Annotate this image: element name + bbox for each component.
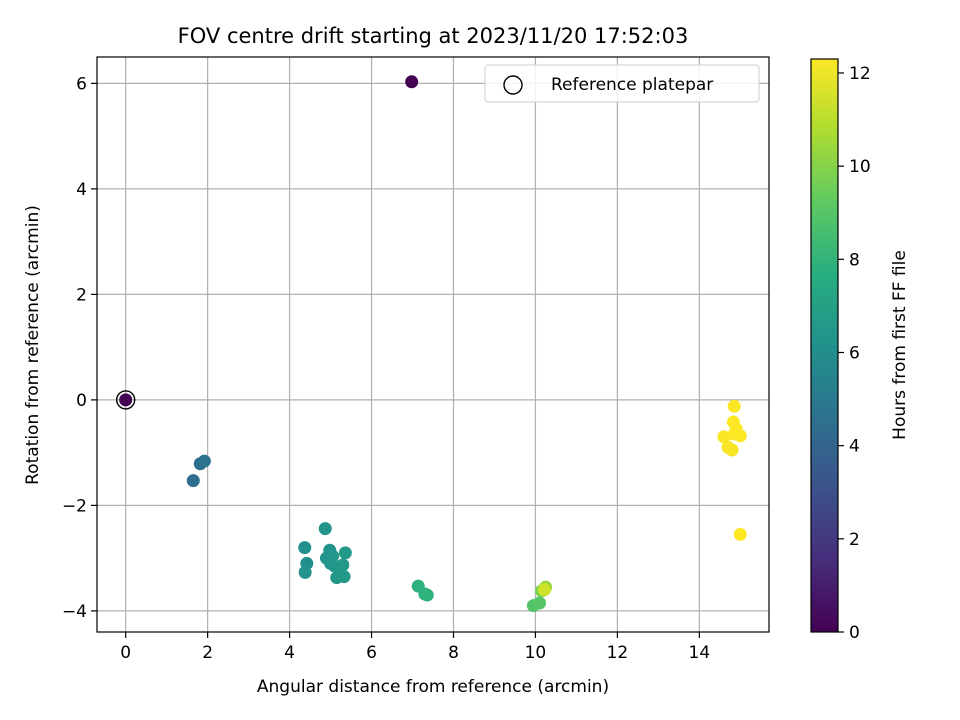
colorbar-tick-label: 0 bbox=[849, 623, 860, 643]
legend-box bbox=[484, 64, 760, 103]
data-point bbox=[727, 399, 741, 413]
x-tick-label: 14 bbox=[689, 643, 711, 663]
colorbar-tick-label: 10 bbox=[849, 157, 871, 177]
y-tick-label: 6 bbox=[76, 74, 87, 94]
data-point bbox=[725, 443, 739, 457]
data-point bbox=[533, 596, 547, 610]
grid bbox=[97, 57, 769, 632]
data-point bbox=[119, 393, 133, 407]
legend-marker bbox=[503, 75, 523, 95]
x-tick-label: 2 bbox=[202, 643, 213, 663]
data-point bbox=[326, 549, 340, 563]
data-point bbox=[318, 522, 332, 536]
colorbar: 0 2 4 6 8 10 12 Hours from first FF file bbox=[810, 58, 910, 643]
x-tick-label: 10 bbox=[525, 643, 547, 663]
data-point bbox=[186, 474, 200, 488]
colorbar-tick-label: 12 bbox=[849, 64, 871, 84]
y-tick-label: 0 bbox=[76, 391, 87, 411]
data-point bbox=[733, 429, 747, 443]
data-point bbox=[733, 527, 747, 541]
data-point bbox=[420, 588, 434, 602]
colorbar-label: Hours from first FF file bbox=[890, 250, 910, 440]
y-tick-label: 2 bbox=[76, 285, 87, 305]
data-point bbox=[298, 565, 312, 579]
legend: Reference platepar bbox=[484, 64, 760, 103]
x-tick-label: 0 bbox=[120, 643, 131, 663]
data-point bbox=[298, 541, 312, 555]
x-axis-ticks: 0 2 4 6 8 10 12 14 bbox=[120, 632, 710, 663]
colorbar-tick-label: 4 bbox=[849, 437, 860, 457]
legend-label: Reference platepar bbox=[551, 75, 713, 95]
x-tick-label: 4 bbox=[284, 643, 295, 663]
x-axis-label: Angular distance from reference (arcmin) bbox=[257, 677, 609, 697]
x-tick-label: 12 bbox=[607, 643, 629, 663]
y-axis-label: Rotation from reference (arcmin) bbox=[23, 205, 43, 485]
y-axis-ticks: −4 −2 0 2 4 6 bbox=[62, 74, 97, 622]
colorbar-tick-label: 8 bbox=[849, 250, 860, 270]
data-point bbox=[405, 75, 419, 89]
colorbar-gradient bbox=[810, 58, 839, 633]
data-point bbox=[337, 570, 351, 584]
data-points bbox=[119, 75, 747, 613]
colorbar-tick-label: 2 bbox=[849, 530, 860, 550]
x-tick-label: 6 bbox=[366, 643, 377, 663]
x-tick-label: 8 bbox=[448, 643, 459, 663]
chart-title: FOV centre drift starting at 2023/11/20 … bbox=[178, 24, 689, 48]
colorbar-ticks: 0 2 4 6 8 10 12 bbox=[838, 64, 871, 643]
plot-frame bbox=[96, 56, 770, 633]
y-tick-label: −4 bbox=[62, 602, 87, 622]
data-point bbox=[336, 558, 350, 572]
reference-marker bbox=[115, 390, 136, 410]
data-point bbox=[717, 430, 731, 444]
data-point bbox=[537, 583, 551, 597]
data-point bbox=[338, 546, 352, 560]
y-tick-label: −2 bbox=[62, 496, 87, 516]
colorbar-tick-label: 6 bbox=[849, 343, 860, 363]
data-point bbox=[197, 454, 211, 468]
y-tick-label: 4 bbox=[76, 180, 87, 200]
